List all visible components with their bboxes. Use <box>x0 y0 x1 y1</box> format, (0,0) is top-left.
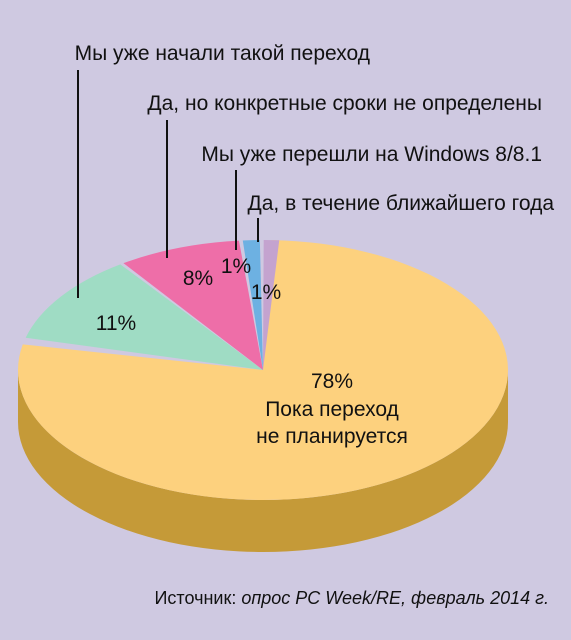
category-label-2: Да, но конкретные сроки не определены <box>147 92 542 115</box>
source-text: опрос PC Week/RE, февраль 2014 г. <box>241 588 549 608</box>
category-label-0-line-1: не планируется <box>256 425 408 448</box>
pie-side-0 <box>18 370 508 552</box>
source-prefix: Источник: <box>154 588 242 608</box>
value-label-3: 1% <box>221 255 251 278</box>
value-label-1: 11% <box>96 312 136 335</box>
pie-slice-1 <box>25 264 263 370</box>
pie-slice-2 <box>123 240 263 370</box>
category-label-1: Мы уже начали такой переход <box>75 42 370 65</box>
source-note: Источник: опрос PC Week/RE, февраль 2014… <box>0 588 549 609</box>
pie-slice-3 <box>242 240 263 370</box>
category-label-4: Да, в течение ближайшего года <box>248 192 555 215</box>
pie-slice-0 <box>17 240 509 500</box>
pie-slice-4 <box>263 240 280 370</box>
value-label-0: 78% <box>311 370 353 393</box>
value-label-2: 8% <box>183 267 213 290</box>
category-label-3: Мы уже перешли на Windows 8/8.1 <box>201 143 542 166</box>
value-label-4: 1% <box>251 281 281 304</box>
category-label-0-line-0: Пока переход <box>265 398 399 421</box>
